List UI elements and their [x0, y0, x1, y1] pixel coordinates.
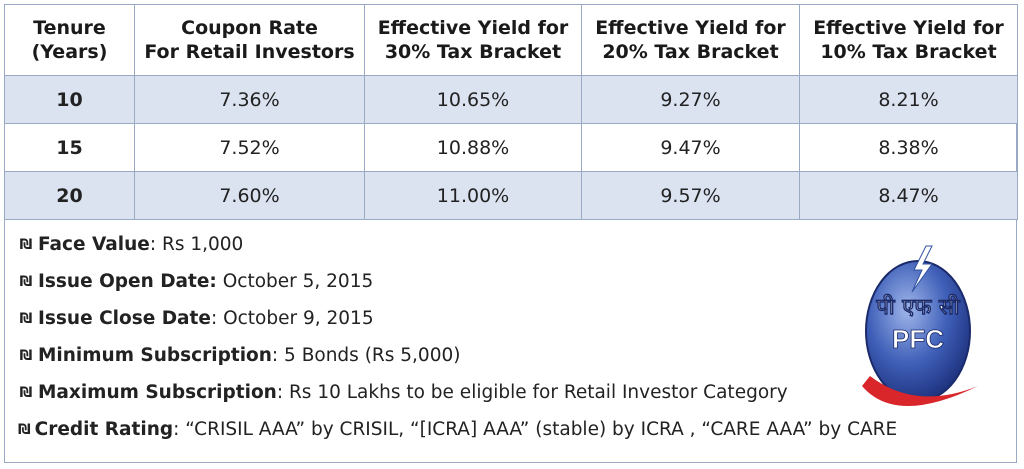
money-bag-icon: ₪ — [19, 384, 33, 401]
yield-10-cell: 8.38% — [799, 123, 1018, 172]
detail-value: October 5, 2015 — [222, 271, 374, 292]
yield-10-cell: 8.47% — [799, 171, 1018, 220]
detail-value: 5 Bonds (Rs 5,000) — [284, 345, 461, 366]
header-line: Effective Yield for — [595, 17, 786, 39]
detail-label: Face Value — [38, 234, 150, 255]
logo-hindi-text: पी एफ सी — [875, 293, 961, 320]
pfc-logo: पी एफ सी PFC — [862, 245, 978, 406]
detail-label: Credit Rating — [34, 419, 174, 440]
table-row: 20 7.60% 11.00% 9.57% 8.47% — [4, 171, 1018, 220]
header-line: Coupon Rate — [181, 17, 318, 39]
header-line: 10% Tax Bracket — [820, 41, 997, 63]
money-bag-icon: ₪ — [18, 421, 31, 438]
table-header-row: Tenure (Years) Coupon Rate For Retail In… — [4, 4, 1018, 76]
detail-value: October 9, 2015 — [223, 308, 374, 329]
detail-separator: : — [271, 345, 285, 366]
tenure-cell: 10 — [4, 75, 135, 124]
money-bag-icon: ₪ — [19, 273, 33, 290]
logo-lightning-icon — [911, 245, 933, 293]
header-line: 30% Tax Bracket — [384, 41, 562, 63]
header-yield-10: Effective Yield for 10% Tax Bracket — [799, 4, 1018, 76]
detail-value: Rs 10 Lakhs to be eligible for Retail In… — [288, 382, 788, 403]
header-line: Effective Yield for — [813, 17, 1004, 39]
yield-30-cell: 10.88% — [364, 123, 582, 172]
yield-30-cell: 11.00% — [364, 171, 582, 220]
coupon-cell: 7.36% — [134, 75, 365, 124]
detail-separator: : — [173, 419, 186, 440]
detail-separator: : — [149, 234, 162, 255]
header-line: Effective Yield for — [377, 17, 569, 39]
table-row: 15 7.52% 10.88% 9.47% 8.38% — [4, 123, 1018, 172]
money-bag-icon: ₪ — [19, 347, 33, 364]
detail-issue-open-date: ₪ Issue Open Date: October 5, 2015 — [18, 263, 858, 300]
money-bag-icon: ₪ — [19, 236, 33, 253]
tenure-cell: 20 — [4, 171, 135, 220]
detail-minimum-subscription: ₪ Minimum Subscription: 5 Bonds (Rs 5,00… — [18, 337, 858, 374]
detail-label: Issue Close Date — [38, 308, 211, 329]
header-line: (Years) — [31, 41, 108, 63]
detail-value: “CRISIL AAA” by CRISIL, “[ICRA] AAA” (st… — [185, 419, 898, 440]
detail-credit-rating: ₪ Credit Rating: “CRISIL AAA” by CRISIL,… — [18, 411, 897, 448]
header-line: For Retail Investors — [144, 41, 355, 63]
detail-face-value: ₪ Face Value: Rs 1,000 — [18, 226, 858, 263]
detail-separator: : — [210, 308, 224, 329]
header-yield-30: Effective Yield for 30% Tax Bracket — [364, 4, 582, 76]
yield-20-cell: 9.57% — [581, 171, 800, 220]
yield-20-cell: 9.47% — [581, 123, 800, 172]
detail-issue-close-date: ₪ Issue Close Date: October 9, 2015 — [18, 300, 858, 337]
detail-label: Issue Open Date: — [38, 271, 217, 292]
header-coupon-rate: Coupon Rate For Retail Investors — [134, 4, 365, 76]
tenure-cell: 15 — [4, 123, 135, 172]
detail-label: Maximum Subscription — [38, 382, 277, 403]
yield-20-cell: 9.27% — [581, 75, 800, 124]
yield-table: Tenure (Years) Coupon Rate For Retail In… — [4, 4, 1018, 220]
yield-30-cell: 10.65% — [364, 75, 582, 124]
table-row: 10 7.36% 10.65% 9.27% 8.21% — [4, 75, 1018, 124]
header-line: 20% Tax Bracket — [602, 41, 779, 63]
header-line: Tenure — [33, 17, 106, 39]
yield-10-cell: 8.21% — [799, 75, 1018, 124]
detail-separator: : — [276, 382, 289, 403]
bond-details-list: ₪ Face Value: Rs 1,000 ₪ Issue Open Date… — [18, 226, 897, 448]
coupon-cell: 7.52% — [134, 123, 365, 172]
detail-value: Rs 1,000 — [161, 234, 244, 255]
logo-abbr-text: PFC — [892, 324, 944, 354]
coupon-cell: 7.60% — [134, 171, 365, 220]
header-tenure: Tenure (Years) — [4, 4, 135, 76]
detail-maximum-subscription: ₪ Maximum Subscription: Rs 10 Lakhs to b… — [18, 374, 858, 411]
header-yield-20: Effective Yield for 20% Tax Bracket — [581, 4, 800, 76]
logo-swoosh — [862, 376, 978, 406]
money-bag-icon: ₪ — [19, 310, 33, 327]
detail-label: Minimum Subscription — [38, 345, 272, 366]
